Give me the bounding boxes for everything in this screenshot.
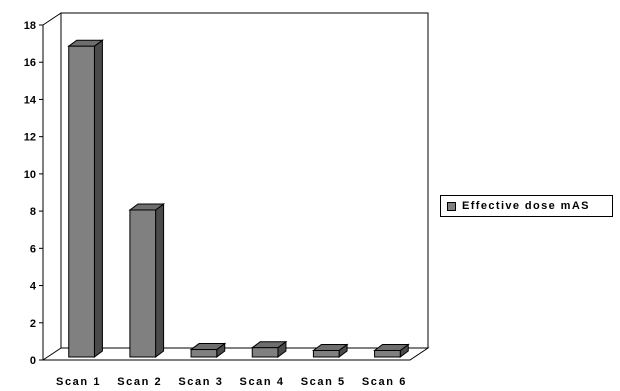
y-tick-label: 14 [24, 94, 37, 106]
bar-front [312, 349, 340, 358]
x-axis-categories: Scan 1 Scan 2 Scan 3 Scan 4 Scan 5 Scan 6 [56, 376, 407, 388]
y-tick-label: 12 [24, 132, 36, 144]
y-tick-label: 10 [24, 169, 36, 181]
bars [67, 39, 410, 358]
y-tick-label: 18 [24, 20, 36, 32]
x-category-label: Scan 5 [301, 376, 346, 388]
legend-label: Effective dose mAS [462, 200, 590, 212]
bar [128, 202, 166, 358]
legend: Effective dose mAS [440, 195, 613, 217]
bar-side [155, 202, 165, 358]
bar-front [251, 347, 279, 358]
x-category-label: Scan 6 [362, 376, 407, 388]
y-tick-label: 6 [30, 243, 36, 255]
y-axis-ticks: 0 2 4 6 8 10 12 14 16 18 [24, 20, 43, 367]
bar [311, 343, 349, 358]
x-category-label: Scan 4 [240, 376, 285, 388]
y-tick-label: 16 [24, 57, 36, 69]
x-category-label: Scan 3 [178, 376, 223, 388]
bar [373, 343, 410, 358]
legend-swatch [447, 201, 456, 211]
y-axis-top-edge [42, 12, 62, 26]
bar [250, 340, 288, 358]
floor [43, 347, 430, 361]
y-tick-label: 4 [30, 281, 37, 293]
x-category-label: Scan 1 [56, 376, 101, 388]
y-tick-label: 2 [30, 318, 36, 330]
y-tick-label: 8 [30, 206, 36, 218]
bar [67, 39, 104, 358]
x-category-label: Scan 2 [117, 376, 162, 388]
chart-walls [42, 12, 430, 361]
bar-front [129, 209, 157, 358]
bar-front [68, 45, 95, 358]
bar-front [374, 349, 401, 358]
bar-side [93, 39, 103, 358]
bar-front [190, 349, 218, 358]
y-tick-label: 0 [30, 355, 36, 367]
bar [189, 342, 227, 358]
